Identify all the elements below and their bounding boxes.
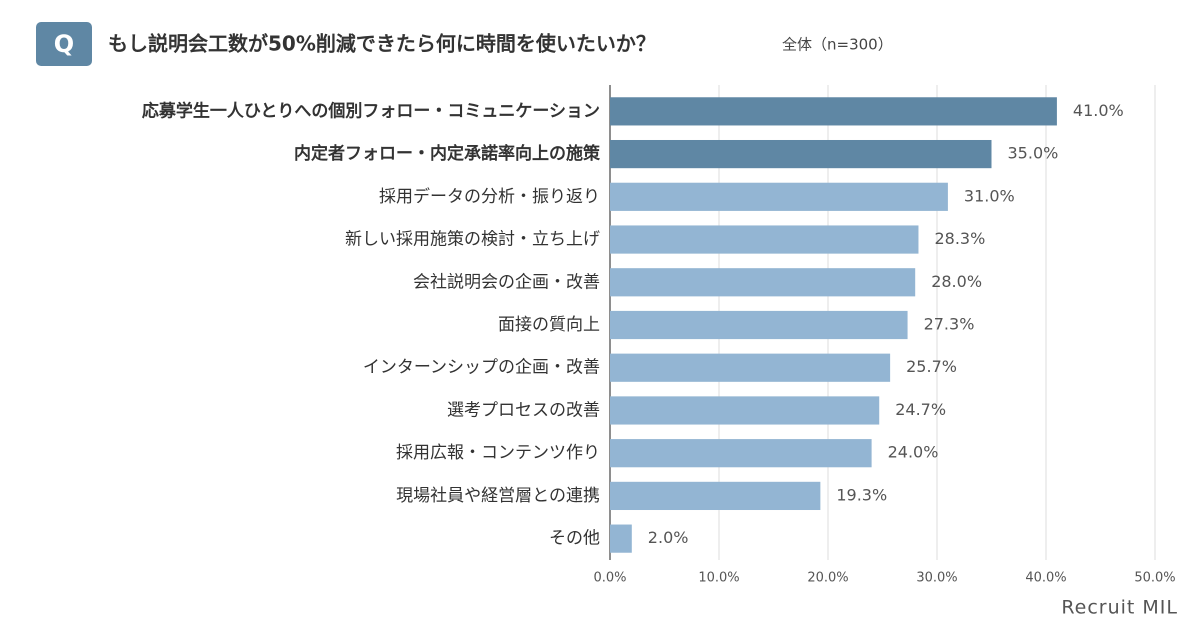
value-label: 27.3% <box>924 315 975 334</box>
y-tick-label: 応募学生一人ひとりへの個別フォロー・コミュニケーション <box>142 100 600 121</box>
bar <box>610 97 1057 126</box>
x-tick-label: 30.0% <box>916 571 957 586</box>
value-label: 25.7% <box>906 357 957 376</box>
value-label: 19.3% <box>836 485 887 504</box>
y-tick-label: 内定者フォロー・内定承諾率向上の施策 <box>294 143 601 164</box>
x-tick-label: 10.0% <box>698 571 739 586</box>
value-label: 28.3% <box>934 229 985 248</box>
badge-box <box>36 22 92 66</box>
y-tick-label: インターンシップの企画・改善 <box>363 358 600 378</box>
bar <box>610 268 916 297</box>
value-label: 41.0% <box>1073 101 1124 120</box>
bar <box>610 481 821 511</box>
subtitle: 全体（n=300） <box>782 36 893 54</box>
value-label: 35.0% <box>1008 144 1059 163</box>
value-label: 24.7% <box>895 400 946 419</box>
y-tick-label: 現場社員や経営層との連携 <box>396 486 600 506</box>
chart-title: もし説明会工数が50%削減できたら何に時間を使いたいか？ <box>108 32 656 56</box>
y-tick-label: 選考プロセスの改善 <box>447 400 600 420</box>
value-label: 2.0% <box>648 528 689 547</box>
bar <box>610 225 919 254</box>
x-tick-label: 20.0% <box>807 571 848 586</box>
y-tick-label: 新しい採用施策の検討・立ち上げ <box>345 230 600 250</box>
x-tick-label: 0.0% <box>593 571 626 586</box>
y-tick-label: その他 <box>549 529 600 549</box>
y-tick-label: 面接の質向上 <box>498 315 600 335</box>
brand: Recruit MIL <box>1061 597 1178 619</box>
value-label: 28.0% <box>931 272 982 291</box>
bar <box>610 524 632 553</box>
badge: Q <box>54 30 74 58</box>
value-label: 24.0% <box>888 443 939 462</box>
bar <box>610 439 872 468</box>
y-tick-label: 採用データの分析・振り返り <box>379 186 600 207</box>
value-label: 31.0% <box>964 186 1015 205</box>
y-tick-label: 会社説明会の企画・改善 <box>413 272 600 292</box>
bar <box>610 182 948 211</box>
x-tick-label: 40.0% <box>1025 571 1066 586</box>
y-tick-label: 採用広報・コンテンツ作り <box>396 443 600 463</box>
x-tick-label: 50.0% <box>1134 571 1175 586</box>
bar <box>610 396 880 425</box>
bar <box>610 310 908 340</box>
bar <box>610 139 992 169</box>
bar <box>610 353 891 382</box>
